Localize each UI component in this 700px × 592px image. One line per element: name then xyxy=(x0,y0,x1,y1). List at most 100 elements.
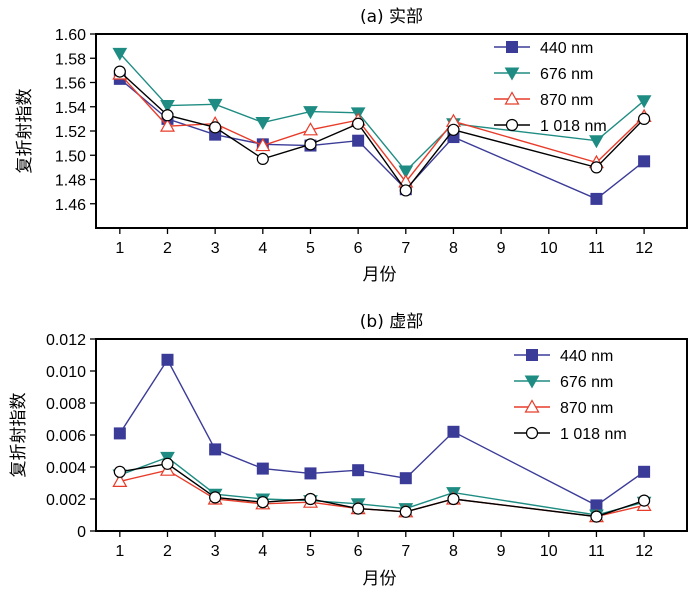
x-tick-label: 6 xyxy=(354,543,363,560)
chart-title: (b) 虚部 xyxy=(360,312,423,332)
legend-label: 870 nm xyxy=(540,92,593,109)
x-tick-label: 3 xyxy=(211,543,220,560)
data-point xyxy=(304,492,317,506)
data-point xyxy=(447,425,460,438)
x-tick-label: 10 xyxy=(540,240,558,257)
y-tick-label: 1.50 xyxy=(55,148,86,165)
x-tick-label: 4 xyxy=(258,240,267,257)
data-point xyxy=(112,47,128,61)
data-point xyxy=(209,491,222,504)
y-tick-label: 1.48 xyxy=(55,173,86,190)
y-tick-label: 0.002 xyxy=(46,492,86,509)
chart-title: (a) 实部 xyxy=(360,7,423,27)
legend-marker xyxy=(504,91,520,105)
legend-item: 870 nm xyxy=(494,91,593,109)
series-line xyxy=(119,71,645,192)
y-tick-label: 1.58 xyxy=(55,51,86,68)
y-tick-label: 1.56 xyxy=(55,76,86,93)
chart-panel-2: (b) 虚部1 2 3 4 5 6 7 8 9 10 11 1200.0020.0040.0060.0… xyxy=(9,312,688,589)
data-point xyxy=(398,165,414,179)
x-tick-label: 1 xyxy=(115,543,124,560)
data-point xyxy=(302,122,319,136)
legend-marker xyxy=(504,67,520,81)
legend: 440 nm 676 nm 870 nm 1 018 nm xyxy=(514,348,627,443)
data-point xyxy=(303,106,318,120)
data-point xyxy=(256,462,269,475)
data-point xyxy=(589,135,604,149)
data-point xyxy=(590,192,603,205)
legend-marker xyxy=(526,349,538,361)
legend-marker xyxy=(524,399,540,413)
legend-marker xyxy=(525,426,539,440)
data-point xyxy=(113,427,126,440)
x-tick-label: 1 xyxy=(115,240,124,257)
data-point xyxy=(255,117,271,131)
y-tick-label: 0.006 xyxy=(46,428,86,445)
data-point xyxy=(161,457,174,470)
legend-item: 870 nm xyxy=(514,399,613,417)
legend-item: 1 018 nm xyxy=(514,426,627,443)
x-tick-label: 9 xyxy=(497,543,506,560)
data-point xyxy=(638,465,651,478)
legend-item: 676 nm xyxy=(494,66,593,83)
data-point xyxy=(399,472,412,485)
x-tick-label: 5 xyxy=(306,240,315,257)
data-point xyxy=(638,494,651,507)
series-line xyxy=(119,73,645,184)
y-tick-label: 1.46 xyxy=(55,197,86,214)
y-tick-label: 1.54 xyxy=(55,100,86,117)
legend-label: 440 nm xyxy=(540,40,593,57)
x-tick-label: 3 xyxy=(211,240,220,257)
y-tick-label: 1.60 xyxy=(55,27,86,44)
y-tick-label: 0 xyxy=(77,524,86,541)
data-point xyxy=(352,464,365,477)
data-point xyxy=(255,137,271,152)
data-point xyxy=(161,109,174,122)
x-tick-label: 9 xyxy=(497,240,506,257)
legend-item: 676 nm xyxy=(514,374,613,391)
x-tick-label: 10 xyxy=(540,543,558,560)
x-tick-label: 5 xyxy=(306,543,315,560)
x-tick-label: 6 xyxy=(354,240,363,257)
legend-label: 870 nm xyxy=(560,400,613,417)
data-point xyxy=(636,95,652,109)
x-tick-label: 4 xyxy=(258,543,267,560)
data-point xyxy=(590,510,603,523)
y-tick-label: 1.52 xyxy=(55,124,86,141)
data-point xyxy=(638,155,651,168)
data-point xyxy=(447,123,460,136)
legend-marker xyxy=(505,118,519,132)
data-point xyxy=(447,492,460,506)
x-tick-label: 8 xyxy=(449,240,458,257)
legend-marker xyxy=(524,375,540,389)
data-point xyxy=(209,443,222,456)
series-440-nm xyxy=(113,353,651,512)
data-point xyxy=(207,98,223,112)
data-point xyxy=(352,117,365,130)
x-tick-label: 2 xyxy=(163,240,172,257)
x-tick-label: 7 xyxy=(401,543,410,560)
data-point xyxy=(399,505,412,518)
legend-label: 1 018 nm xyxy=(560,426,627,443)
x-tick-label: 7 xyxy=(401,240,410,257)
series-line xyxy=(119,52,645,173)
series-1-018-nm xyxy=(113,457,651,523)
series-line xyxy=(119,78,645,200)
data-point xyxy=(304,138,317,151)
y-axis-label: 复折射指数 xyxy=(15,89,35,174)
x-tick-label: 2 xyxy=(163,543,172,560)
legend-item: 440 nm xyxy=(514,348,613,365)
x-tick-label: 12 xyxy=(635,543,653,560)
legend-label: 440 nm xyxy=(560,348,613,365)
y-tick-label: 0.010 xyxy=(46,364,86,381)
legend-label: 1 018 nm xyxy=(540,118,607,135)
x-tick-label: 8 xyxy=(449,543,458,560)
data-point xyxy=(638,112,651,125)
y-tick-label: 0.008 xyxy=(46,396,86,413)
data-point xyxy=(352,502,365,515)
data-point xyxy=(159,118,176,132)
legend-label: 676 nm xyxy=(540,66,593,83)
x-axis-label: 月份 xyxy=(363,569,397,589)
x-tick-label: 11 xyxy=(588,240,605,257)
series-line xyxy=(119,456,645,516)
